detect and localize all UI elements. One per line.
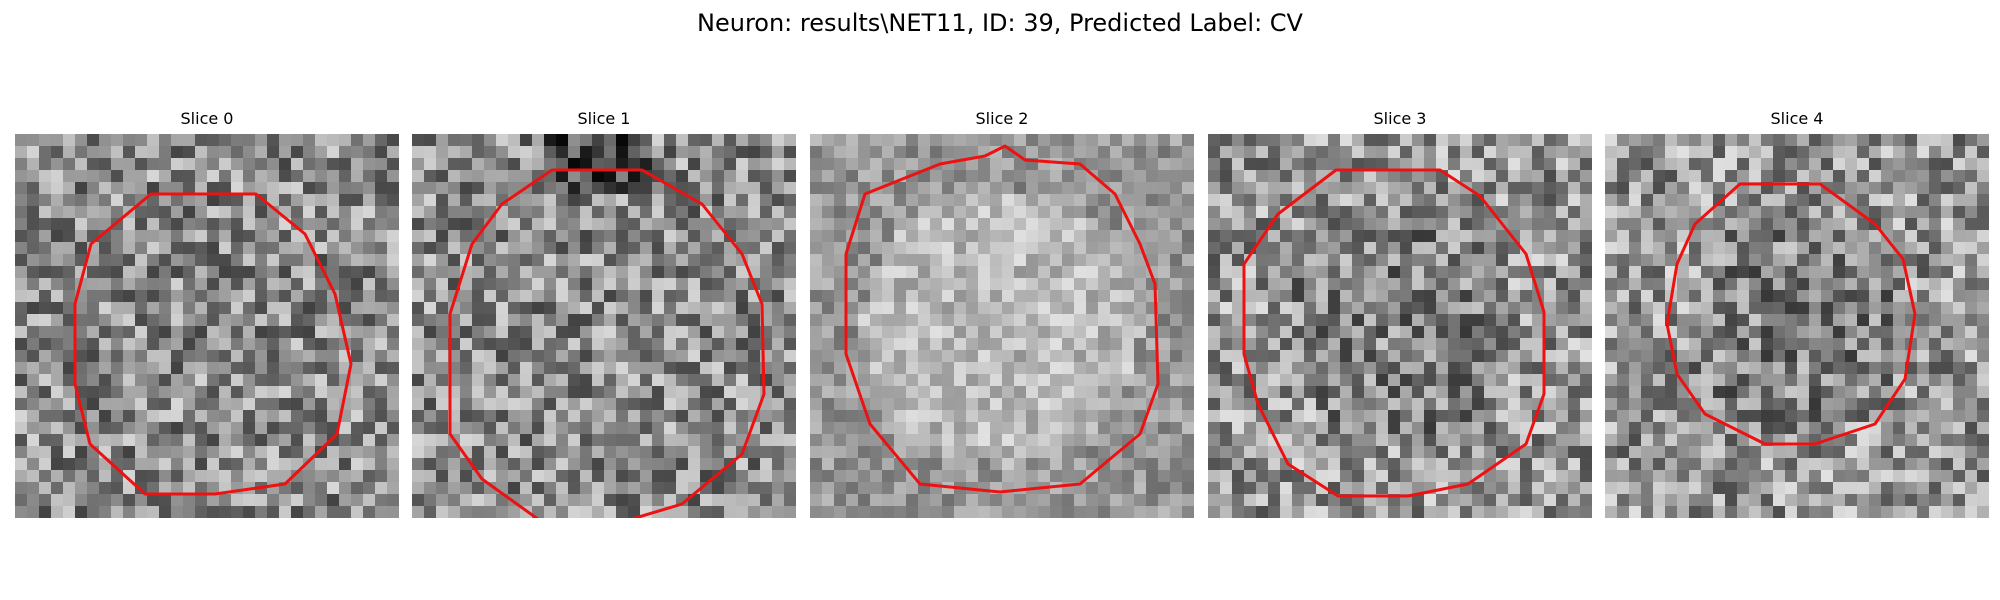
neuron-contour bbox=[1665, 182, 1917, 446]
neuron-contour bbox=[844, 144, 1160, 494]
slice-panel-0: Slice 0 bbox=[15, 105, 399, 519]
figure-title: Neuron: results\NET11, ID: 39, Predicted… bbox=[697, 9, 1303, 37]
slice-title: Slice 1 bbox=[577, 109, 631, 128]
slice-image bbox=[810, 134, 1194, 518]
slice-title: Slice 4 bbox=[1770, 109, 1824, 128]
neuron-contour bbox=[1242, 168, 1546, 498]
neuron-contour bbox=[448, 168, 766, 518]
slice-panel-4: Slice 4 bbox=[1605, 105, 1989, 519]
slice-image bbox=[412, 134, 796, 518]
slice-image bbox=[1605, 134, 1989, 518]
slice-panel-3: Slice 3 bbox=[1208, 105, 1592, 519]
slice-title: Slice 3 bbox=[1373, 109, 1427, 128]
slice-image bbox=[1208, 134, 1592, 518]
slice-image bbox=[15, 134, 399, 518]
neuron-contour bbox=[73, 192, 353, 496]
slice-panel-2: Slice 2 bbox=[810, 105, 1194, 519]
slice-title: Slice 0 bbox=[180, 109, 234, 128]
slice-panel-1: Slice 1 bbox=[412, 105, 796, 519]
slice-title: Slice 2 bbox=[975, 109, 1029, 128]
